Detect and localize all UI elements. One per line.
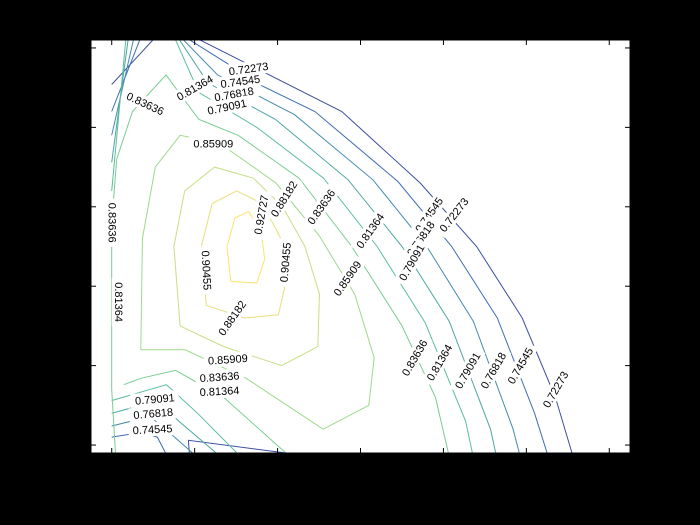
svg-text:0.83636: 0.83636 [199, 370, 240, 385]
xtick-label: 10000 [510, 457, 543, 471]
xtick-label: 6000 [347, 457, 374, 471]
ytick-label: 150 [59, 200, 87, 214]
ytick-label: 250 [59, 41, 87, 55]
svg-text:0.83636: 0.83636 [105, 203, 117, 243]
svg-text:0.90455: 0.90455 [279, 242, 294, 283]
svg-text:0.76818: 0.76818 [133, 407, 174, 422]
xtick-label: 2000 [181, 457, 208, 471]
svg-text:0.90455: 0.90455 [199, 250, 213, 290]
svg-text:0.81364: 0.81364 [112, 282, 124, 322]
svg-text:0.83636: 0.83636 [124, 91, 165, 119]
xtick-label: 4000 [264, 457, 291, 471]
ytick-label: 200 [59, 120, 87, 134]
contour-svg: 0.722730.722730.722730.745450.745450.745… [0, 0, 700, 525]
svg-text:0.81364: 0.81364 [199, 385, 239, 399]
figure-canvas: 0.722730.722730.722730.745450.745450.745… [0, 0, 700, 525]
svg-text:0.74545: 0.74545 [132, 423, 172, 437]
xtick-label: 12000 [593, 457, 626, 471]
xtick-label: 8000 [430, 457, 457, 471]
ytick-label: 100 [59, 279, 87, 293]
ytick-label: 0 [59, 438, 87, 452]
svg-text:0.85909: 0.85909 [193, 138, 233, 150]
svg-text:0.85909: 0.85909 [208, 353, 249, 368]
xtick-label: 0 [108, 457, 115, 471]
ytick-label: 50 [59, 359, 87, 373]
